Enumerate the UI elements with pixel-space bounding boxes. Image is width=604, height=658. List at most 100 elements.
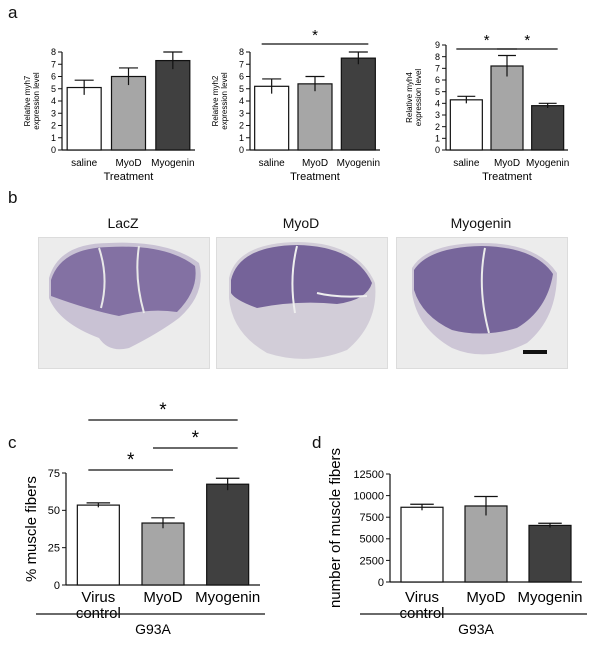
scale-bar (523, 350, 547, 354)
category-label-line-0-0-0: saline (71, 158, 98, 169)
bar-4-1 (464, 505, 508, 583)
significance-star-3-1: * (127, 450, 135, 471)
y-tick-label-0-2: 2 (51, 121, 56, 131)
y-tick-label-0-8: 8 (51, 47, 56, 57)
micrograph-myogenin (396, 237, 568, 369)
y-tick-label-3-1: 25 (48, 543, 60, 555)
y-tick-label-0-1: 1 (51, 133, 56, 143)
y-axis-label-line-0-0: Relative myh7 (23, 75, 32, 126)
category-label-0-1: MyoD (115, 158, 141, 169)
y-axis-label-line-1-1: expression level (220, 72, 229, 130)
micrograph-lacz (38, 237, 210, 369)
bar-2-2 (531, 105, 565, 151)
y-tick-label-1-2: 2 (239, 121, 244, 131)
category-label-4-0: Virus control (399, 589, 444, 622)
significance-star-2-1: * (524, 32, 530, 49)
bar-3-0 (76, 504, 120, 586)
y-tick-label-0-4: 4 (51, 96, 56, 106)
significance-star-3-2: * (192, 428, 200, 449)
category-label-2-1: MyoD (494, 158, 520, 169)
y-tick-label-0-6: 6 (51, 72, 56, 82)
bar-1-0 (254, 85, 290, 151)
bar-1-2 (340, 57, 376, 151)
y-tick-label-1-7: 7 (239, 59, 244, 69)
category-label-line-0-1-0: MyoD (115, 158, 141, 169)
y-axis-label-line-4-0: number of muscle fibers (327, 448, 344, 608)
category-label-line-4-0-1: control (399, 605, 444, 622)
y-tick-label-3-3: 75 (48, 468, 60, 480)
group-label-3: G93A (135, 621, 171, 637)
panel-label-a: a (8, 3, 18, 22)
significance-star-3-0: * (159, 400, 167, 421)
category-label-1-1: MyoD (302, 158, 328, 169)
y-tick-label-0-0: 0 (51, 145, 56, 155)
bar-4-2 (528, 524, 572, 583)
bar-4-0 (400, 506, 444, 583)
category-label-0-0: saline (71, 158, 98, 169)
y-tick-label-1-0: 0 (239, 145, 244, 155)
micrograph-title-myogenin: Myogenin (450, 215, 512, 231)
bar-3-1 (141, 522, 185, 586)
x-axis-label-2: Treatment (482, 171, 532, 183)
category-label-line-2-1-0: MyoD (494, 158, 520, 169)
category-label-line-1-1-0: MyoD (302, 158, 328, 169)
x-axis-label-0: Treatment (104, 171, 154, 183)
panel-label-c: c (8, 433, 17, 452)
category-label-line-3-1-0: MyoD (143, 589, 182, 606)
y-tick-label-1-4: 4 (239, 96, 244, 106)
category-label-2-2: Myogenin (526, 158, 569, 169)
y-axis-label-0: Relative myh7expression level (23, 72, 41, 130)
y-tick-label-2-1: 1 (435, 133, 440, 143)
y-tick-label-0-3: 3 (51, 108, 56, 118)
category-label-line-4-0-0: Virus (405, 589, 439, 606)
bar-0-0 (66, 86, 102, 151)
y-tick-label-2-9: 9 (435, 40, 440, 50)
significance-star-1-0: * (312, 27, 318, 44)
category-label-line-1-0-0: saline (259, 158, 286, 169)
category-label-line-2-0-0: saline (453, 158, 480, 169)
category-label-line-4-1-0: MyoD (466, 589, 505, 606)
micrograph-myod (216, 237, 388, 369)
bar-3-2 (206, 483, 250, 586)
y-tick-label-4-4: 10000 (353, 490, 384, 502)
y-tick-label-2-0: 0 (435, 145, 440, 155)
category-label-line-3-0-1: control (76, 605, 121, 622)
bar-2-0 (449, 99, 483, 151)
category-label-line-3-0-0: Virus (81, 589, 115, 606)
y-axis-label-1: Relative myh2expression level (211, 72, 229, 130)
y-tick-label-0-5: 5 (51, 84, 56, 94)
y-tick-label-4-5: 12500 (353, 469, 384, 481)
y-axis-label-line-1-0: Relative myh2 (211, 75, 220, 126)
y-tick-label-2-8: 8 (435, 52, 440, 62)
bar-0-1 (110, 75, 147, 151)
category-label-3-2: Myogenin (195, 589, 260, 606)
category-label-4-2: Myogenin (517, 589, 582, 606)
category-label-line-0-2-0: Myogenin (151, 158, 194, 169)
y-tick-label-1-5: 5 (239, 84, 244, 94)
y-axis-label-line-0-1: expression level (32, 72, 41, 130)
category-label-4-1: MyoD (466, 589, 505, 606)
micrograph-title-myod: MyoD (282, 215, 320, 231)
category-label-3-1: MyoD (143, 589, 182, 606)
category-label-3-0: Virus control (76, 589, 121, 622)
y-tick-label-0-7: 7 (51, 59, 56, 69)
y-axis-label-3: % muscle fibers (23, 476, 40, 582)
category-label-1-2: Myogenin (337, 158, 380, 169)
bar-1-1 (297, 83, 333, 151)
y-axis-label-4: number of muscle fibers (327, 448, 344, 608)
panel-label-d: d (312, 433, 322, 452)
y-tick-label-3-0: 0 (54, 580, 60, 592)
y-tick-label-2-7: 7 (435, 63, 440, 73)
y-tick-label-4-0: 0 (378, 577, 384, 589)
significance-star-2-0: * (484, 32, 490, 49)
group-label-4: G93A (458, 621, 494, 637)
category-label-line-4-2-0: Myogenin (517, 589, 582, 606)
y-axis-label-line-2-0: Relative myh4 (405, 72, 414, 123)
y-tick-label-2-3: 3 (435, 110, 440, 120)
category-label-line-2-2-0: Myogenin (526, 158, 569, 169)
bar-0-2 (155, 59, 191, 151)
y-tick-label-3-2: 50 (48, 505, 60, 517)
category-label-line-3-2-0: Myogenin (195, 589, 260, 606)
y-tick-label-1-3: 3 (239, 108, 244, 118)
category-label-2-0: saline (453, 158, 480, 169)
